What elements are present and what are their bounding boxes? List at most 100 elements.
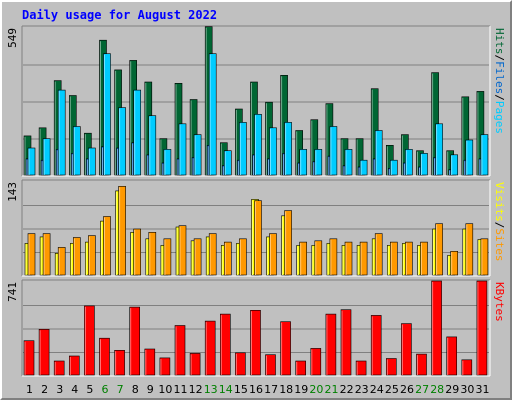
x-tick-label-day-21: 21 — [325, 383, 339, 396]
bar-pages-day-14 — [224, 150, 232, 176]
bar-pages-day-29 — [450, 154, 459, 176]
x-tick-label-day-22: 22 — [340, 383, 354, 396]
bar-pages-day-3 — [57, 89, 66, 176]
x-tick-label-day-20: 20 — [309, 383, 323, 396]
bar-kbytes-day-28 — [431, 280, 442, 376]
bar-pages-day-21 — [329, 126, 338, 176]
bar-sites-day-28 — [435, 223, 443, 276]
bar-sites-day-9 — [148, 232, 157, 276]
bar-pages-day-23 — [359, 159, 368, 176]
x-tick-label-day-17: 17 — [264, 383, 278, 396]
bar-sites-day-27 — [420, 241, 428, 276]
bar-sites-day-31 — [480, 238, 489, 276]
bar-sites-day-7 — [118, 186, 126, 276]
bar-kbytes-day-19 — [295, 360, 307, 376]
x-tick-label-day-13: 13 — [204, 383, 218, 396]
bar-kbytes-day-13 — [204, 320, 216, 376]
bar-pages-day-13 — [208, 53, 217, 176]
bar-pages-day-26 — [405, 149, 413, 176]
bar-pages-day-8 — [133, 89, 141, 176]
bar-kbytes-day-15 — [235, 352, 246, 376]
legend-separator: / — [493, 222, 506, 229]
legend-item-kbytes: KBytes — [493, 282, 506, 322]
bar-sites-day-18 — [284, 210, 292, 276]
bar-kbytes-day-16 — [250, 309, 261, 376]
bar-pages-day-10 — [163, 149, 172, 176]
legend-item-files: Files — [493, 61, 506, 94]
x-tick-label-day-3: 3 — [56, 383, 63, 396]
bar-pages-day-27 — [420, 153, 428, 176]
x-tick-label-day-25: 25 — [385, 383, 399, 396]
bar-pages-day-6 — [103, 53, 111, 176]
x-tick-label-day-27: 27 — [415, 383, 429, 396]
bar-sites-day-22 — [344, 241, 353, 276]
bar-sites-day-4 — [73, 237, 81, 276]
bar-kbytes-day-9 — [144, 348, 156, 376]
bar-sites-day-3 — [57, 247, 66, 276]
bar-sites-day-29 — [450, 251, 459, 276]
x-tick-label-day-28: 28 — [430, 383, 444, 396]
bar-pages-day-18 — [284, 122, 292, 176]
bar-pages-day-12 — [193, 134, 202, 176]
bar-kbytes-day-23 — [355, 360, 367, 376]
legend-item-hits: Hits — [493, 28, 506, 55]
legend-item-sites: Sites — [493, 228, 506, 261]
panel-hits-files-pages — [21, 25, 491, 177]
bar-sites-day-23 — [359, 241, 368, 276]
bar-kbytes-day-18 — [280, 321, 291, 376]
x-tick-label-day-30: 30 — [460, 383, 474, 396]
bar-pages-day-28 — [435, 123, 443, 176]
x-tick-label-day-10: 10 — [158, 383, 172, 396]
bar-kbytes-day-24 — [370, 315, 382, 376]
bar-kbytes-day-10 — [159, 357, 171, 376]
bar-pages-day-5 — [88, 147, 96, 176]
chart-title: Daily usage for August 2022 — [22, 8, 218, 22]
x-tick-label-day-23: 23 — [355, 383, 369, 396]
bar-sites-day-16 — [254, 200, 262, 276]
series-sites — [27, 186, 489, 276]
bar-kbytes-day-12 — [189, 353, 201, 376]
bar-pages-day-22 — [344, 149, 353, 176]
bar-kbytes-day-22 — [340, 309, 352, 376]
x-tick-label-day-15: 15 — [234, 383, 248, 396]
bar-pages-day-1 — [27, 147, 36, 176]
bar-kbytes-day-25 — [385, 358, 397, 376]
x-tick-label-day-19: 19 — [294, 383, 308, 396]
bar-pages-day-31 — [480, 134, 489, 176]
x-tick-label-day-11: 11 — [174, 383, 188, 396]
bar-kbytes-day-4 — [69, 355, 80, 376]
bar-kbytes-day-17 — [265, 354, 276, 376]
bar-pages-day-19 — [299, 149, 308, 176]
bar-sites-day-6 — [103, 216, 111, 276]
bar-pages-day-15 — [239, 122, 247, 176]
x-tick-label-day-1: 1 — [26, 383, 33, 396]
panel-kbytes — [21, 279, 491, 377]
bar-kbytes-day-27 — [416, 353, 427, 376]
x-tick-label-day-7: 7 — [117, 383, 124, 396]
bar-sites-day-8 — [133, 228, 141, 276]
x-tick-label-day-6: 6 — [102, 383, 109, 396]
bar-sites-day-21 — [329, 238, 338, 276]
bar-sites-day-17 — [269, 233, 277, 276]
legend-item-visits: Visits — [493, 182, 506, 222]
panel-visits-sites — [21, 179, 491, 277]
bar-sites-day-2 — [42, 233, 51, 276]
x-tick-label-day-2: 2 — [41, 383, 48, 396]
x-tick-label-day-14: 14 — [219, 383, 233, 396]
x-tick-label-day-5: 5 — [86, 383, 93, 396]
legend-visits-sites: Visits/Sites — [493, 182, 506, 262]
bar-kbytes-day-11 — [174, 325, 186, 376]
bar-pages-day-2 — [42, 138, 51, 176]
bar-pages-day-24 — [374, 130, 383, 176]
bar-sites-day-13 — [208, 233, 217, 276]
x-tick-label-day-29: 29 — [445, 383, 459, 396]
bar-sites-day-11 — [178, 225, 187, 276]
x-tick-label-day-16: 16 — [249, 383, 263, 396]
bar-sites-day-5 — [88, 235, 96, 276]
bar-kbytes-day-20 — [310, 348, 322, 376]
bar-pages-day-4 — [73, 126, 81, 176]
series-pages — [27, 53, 489, 176]
bar-kbytes-day-1 — [23, 340, 35, 376]
bar-kbytes-day-30 — [461, 359, 473, 376]
